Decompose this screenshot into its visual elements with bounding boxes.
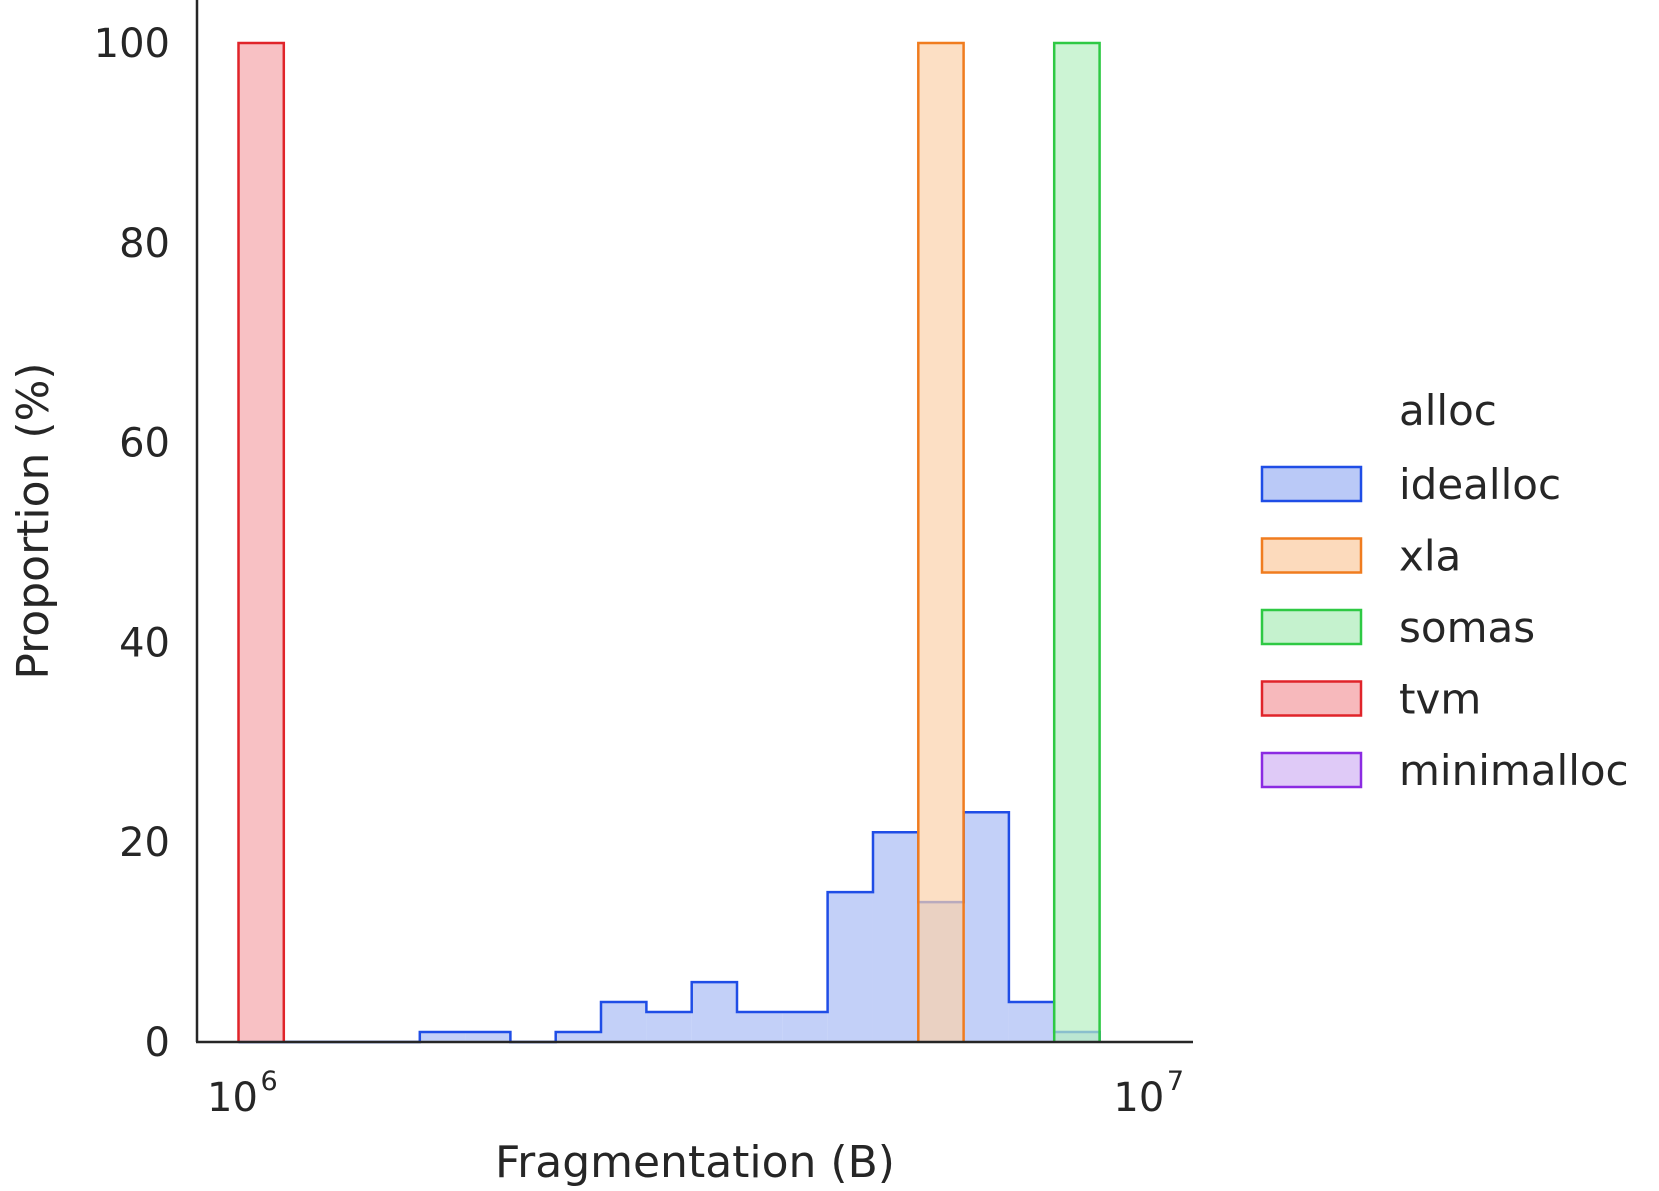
- legend-swatch-somas: [1260, 608, 1363, 646]
- legend-swatch-tvm: [1260, 680, 1363, 717]
- legend-swatch-idealloc: [1260, 465, 1363, 503]
- legend: alloc idealloc xla somas tvm minimalloc: [1260, 386, 1629, 795]
- x-tick-label: 10: [1113, 1075, 1164, 1121]
- bars-layer: [237, 41, 1101, 1044]
- xla-bar-0: [918, 43, 964, 1042]
- y-tick-label: 60: [119, 421, 170, 467]
- series-idealloc: [238, 810, 1101, 1044]
- idealloc-bar-14: [872, 832, 919, 1042]
- y-tick-label: 20: [119, 820, 170, 866]
- y-tick-label: 40: [119, 620, 170, 666]
- tvm-bar-0: [238, 43, 284, 1042]
- xla-outline: [917, 41, 965, 1042]
- somas-outline: [1052, 41, 1101, 1042]
- idealloc-bar-11: [737, 1012, 783, 1042]
- legend-label-somas: somas: [1399, 603, 1535, 652]
- idealloc-bar-13: [827, 892, 873, 1042]
- idealloc-bar-12: [782, 1012, 828, 1042]
- legend-label-idealloc: idealloc: [1399, 460, 1561, 509]
- legend-swatch-minimalloc: [1260, 751, 1363, 789]
- y-tick-labels: 0 20 40 60 80 100: [94, 21, 170, 1066]
- x-axis-label: Fragmentation (B): [495, 1137, 895, 1188]
- idealloc-bar-4: [419, 1032, 466, 1042]
- series-tvm: [237, 41, 286, 1042]
- y-tick-label: 0: [145, 1020, 170, 1066]
- idealloc-bar-10: [691, 982, 738, 1042]
- legend-title: alloc: [1399, 386, 1497, 435]
- y-axis-label: Proportion (%): [8, 362, 59, 679]
- legend-label-tvm: tvm: [1399, 675, 1481, 724]
- idealloc-bar-16: [963, 812, 1009, 1042]
- legend-swatch-xla: [1260, 537, 1363, 574]
- somas-bar-0: [1054, 43, 1100, 1042]
- y-tick-label: 100: [94, 21, 170, 67]
- series-xla: [917, 41, 965, 1042]
- idealloc-outline: [238, 810, 1101, 1044]
- idealloc-bar-9: [646, 1012, 692, 1042]
- y-tick-label: 80: [119, 221, 170, 267]
- series-somas: [1052, 41, 1101, 1042]
- idealloc-bar-5: [465, 1032, 511, 1042]
- x-tick-exponent: 7: [1167, 1066, 1184, 1097]
- legend-label-xla: xla: [1399, 532, 1461, 581]
- axes-layer: [195, 0, 1193, 1044]
- idealloc-bar-17: [1008, 1002, 1055, 1042]
- idealloc-bar-7: [555, 1032, 602, 1042]
- tvm-outline: [237, 41, 286, 1042]
- idealloc-bar-8: [601, 1002, 647, 1042]
- x-tick-labels: 10 6 10 7: [207, 1066, 1184, 1121]
- x-tick-exponent: 6: [260, 1066, 277, 1097]
- legend-label-minimalloc: minimalloc: [1399, 746, 1629, 795]
- x-tick-label: 10: [207, 1075, 258, 1121]
